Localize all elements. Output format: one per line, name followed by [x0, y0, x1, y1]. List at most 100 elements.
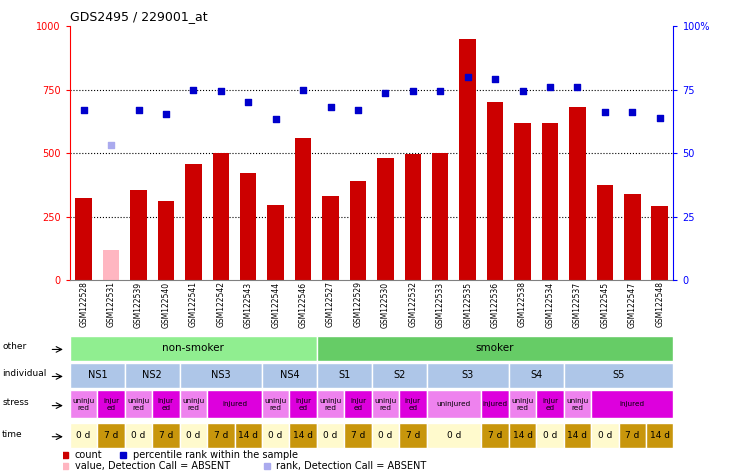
Text: rank, Detection Call = ABSENT: rank, Detection Call = ABSENT — [276, 461, 426, 471]
Text: 7 d: 7 d — [104, 431, 118, 440]
Bar — [180, 423, 207, 448]
Text: injur
ed: injur ed — [158, 398, 174, 410]
Text: 0 d: 0 d — [131, 431, 146, 440]
Bar — [322, 196, 339, 280]
Bar — [207, 423, 235, 448]
Bar — [125, 390, 152, 418]
Bar — [75, 198, 92, 280]
Point — [325, 103, 336, 111]
Text: uninju
red: uninju red — [375, 398, 397, 410]
Bar — [618, 423, 646, 448]
Bar — [427, 423, 481, 448]
Bar — [125, 423, 152, 448]
Bar — [70, 423, 97, 448]
Text: S3: S3 — [461, 370, 474, 380]
Point — [380, 90, 392, 97]
Bar — [70, 390, 97, 418]
Bar — [70, 336, 316, 361]
Text: 0 d: 0 d — [378, 431, 392, 440]
Text: NS4: NS4 — [280, 370, 300, 380]
Bar — [316, 423, 344, 448]
Text: S4: S4 — [530, 370, 542, 380]
Text: injur
ed: injur ed — [405, 398, 421, 410]
Point — [434, 87, 446, 95]
Text: 14 d: 14 d — [567, 431, 587, 440]
Bar — [350, 181, 367, 280]
Text: 0 d: 0 d — [543, 431, 557, 440]
Bar — [213, 153, 229, 280]
Bar — [97, 390, 125, 418]
Bar — [509, 390, 537, 418]
Text: uninju
red: uninju red — [183, 398, 205, 410]
Text: injured: injured — [222, 401, 247, 407]
Bar — [597, 185, 613, 280]
Text: stress: stress — [2, 398, 29, 407]
Bar — [262, 363, 316, 388]
Text: individual: individual — [2, 369, 46, 378]
Bar — [569, 107, 586, 280]
Point — [626, 109, 638, 116]
Text: injured: injured — [620, 401, 645, 407]
Point — [78, 106, 90, 114]
Bar — [235, 423, 262, 448]
Text: NS3: NS3 — [211, 370, 230, 380]
Text: uninju
red: uninju red — [127, 398, 149, 410]
Bar — [125, 363, 180, 388]
Text: smoker: smoker — [476, 343, 514, 353]
Text: other: other — [2, 342, 26, 351]
Point — [270, 115, 282, 123]
Text: uninju
red: uninju red — [319, 398, 342, 410]
Bar — [180, 363, 262, 388]
Text: non-smoker: non-smoker — [163, 343, 224, 353]
Bar — [564, 423, 591, 448]
Text: 14 d: 14 d — [293, 431, 313, 440]
Text: S5: S5 — [612, 370, 625, 380]
Bar — [130, 190, 146, 280]
Bar — [344, 423, 372, 448]
Bar — [564, 363, 673, 388]
Bar — [316, 390, 344, 418]
Point — [160, 110, 171, 118]
Text: 0 d: 0 d — [77, 431, 91, 440]
Bar — [316, 363, 372, 388]
Text: 7 d: 7 d — [213, 431, 228, 440]
Text: injured: injured — [483, 401, 508, 407]
Bar — [537, 390, 564, 418]
Text: 0 d: 0 d — [598, 431, 612, 440]
Bar — [372, 390, 399, 418]
Text: 14 d: 14 d — [650, 431, 670, 440]
Text: uninju
red: uninju red — [264, 398, 287, 410]
Point — [572, 83, 584, 91]
Point — [188, 86, 199, 93]
Point — [132, 106, 144, 114]
Bar — [651, 206, 668, 280]
Bar — [514, 123, 531, 280]
Bar — [295, 138, 311, 280]
Text: uninju
red: uninju red — [73, 398, 95, 410]
Bar — [509, 423, 537, 448]
Bar — [591, 390, 673, 418]
Bar — [70, 363, 125, 388]
Bar — [207, 390, 262, 418]
Point — [544, 83, 556, 91]
Text: value, Detection Call = ABSENT: value, Detection Call = ABSENT — [75, 461, 230, 471]
Bar — [185, 164, 202, 280]
Bar — [289, 390, 316, 418]
Text: 7 d: 7 d — [159, 431, 173, 440]
Text: S2: S2 — [393, 370, 406, 380]
Text: GDS2495 / 229001_at: GDS2495 / 229001_at — [70, 10, 208, 24]
Bar — [542, 123, 558, 280]
Bar — [344, 390, 372, 418]
Bar — [262, 423, 289, 448]
Point — [407, 87, 419, 95]
Text: injur
ed: injur ed — [103, 398, 119, 410]
Bar — [405, 155, 421, 280]
Point — [105, 142, 117, 149]
Bar — [180, 390, 207, 418]
Bar — [152, 390, 180, 418]
Text: count: count — [75, 450, 102, 460]
Text: 0 d: 0 d — [447, 431, 461, 440]
Bar — [427, 363, 509, 388]
Point — [517, 87, 528, 95]
Bar — [509, 363, 564, 388]
